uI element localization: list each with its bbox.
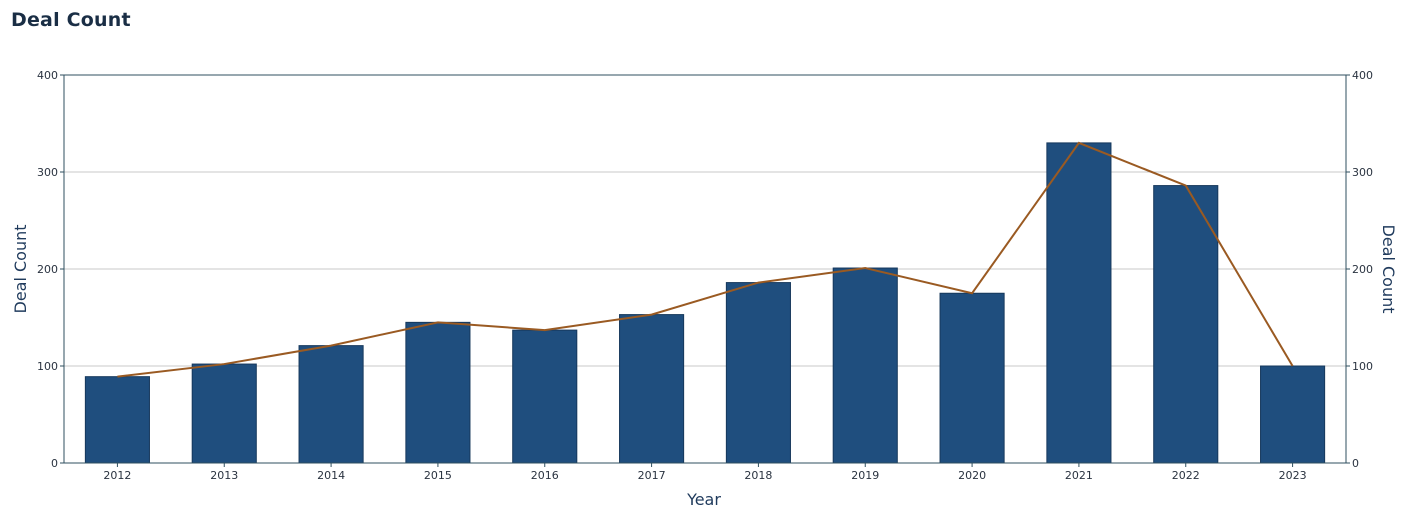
y-tick-label-left: 100 — [37, 360, 58, 373]
bar-2016 — [512, 329, 578, 464]
y-axis-title-right: Deal Count — [1379, 224, 1398, 313]
x-tick-label-2017: 2017 — [638, 469, 666, 482]
x-axis-ticks: 2012 2013 2014 2015 2016 2017 2018 2019 2020 2021… — [103, 463, 1307, 482]
bar-2020 — [939, 292, 1005, 464]
y-tick-label-left: 300 — [37, 166, 58, 179]
deal-count-line — [117, 141, 1294, 378]
y-tick-label-right: 300 — [1352, 166, 1373, 179]
y-tick-label-left: 400 — [37, 69, 58, 82]
y-axis-right-ticks: 0 100 200 300 400 — [1346, 69, 1373, 470]
bar-2013 — [191, 363, 257, 464]
y-tick-label-right: 0 — [1352, 457, 1359, 470]
y-tick-label-right: 400 — [1352, 69, 1373, 82]
bar-2018 — [725, 282, 791, 464]
y-tick-label-left: 200 — [37, 263, 58, 276]
x-axis-title: Year — [686, 490, 721, 509]
gridlines — [64, 171, 1346, 367]
x-tick-label-2022: 2022 — [1172, 469, 1200, 482]
y-tick-label-right: 200 — [1352, 263, 1373, 276]
bars — [84, 142, 1326, 464]
x-tick-label-2020: 2020 — [958, 469, 986, 482]
bar-2017 — [619, 314, 685, 464]
x-tick-label-2015: 2015 — [424, 469, 452, 482]
bar-2023 — [1260, 365, 1326, 464]
x-tick-label-2016: 2016 — [531, 469, 559, 482]
y-tick-label-left: 0 — [51, 457, 58, 470]
y-axis-left-ticks: 0 100 200 300 400 — [37, 69, 64, 470]
plot-frame — [63, 74, 1347, 464]
x-tick-label-2023: 2023 — [1279, 469, 1307, 482]
x-tick-label-2019: 2019 — [851, 469, 879, 482]
x-tick-label-2018: 2018 — [744, 469, 772, 482]
bar-2021 — [1046, 142, 1112, 464]
x-tick-label-2012: 2012 — [103, 469, 131, 482]
x-tick-label-2013: 2013 — [210, 469, 238, 482]
bar-2019 — [832, 267, 898, 464]
y-tick-label-right: 100 — [1352, 360, 1373, 373]
y-axis-title-left: Deal Count — [11, 224, 30, 313]
bar-2012 — [84, 376, 150, 464]
x-tick-label-2014: 2014 — [317, 469, 345, 482]
bar-2022 — [1153, 185, 1219, 464]
chart-title: Deal Count — [11, 9, 131, 31]
x-tick-label-2021: 2021 — [1065, 469, 1093, 482]
bar-2015 — [405, 321, 471, 464]
bar-2014 — [298, 345, 364, 464]
